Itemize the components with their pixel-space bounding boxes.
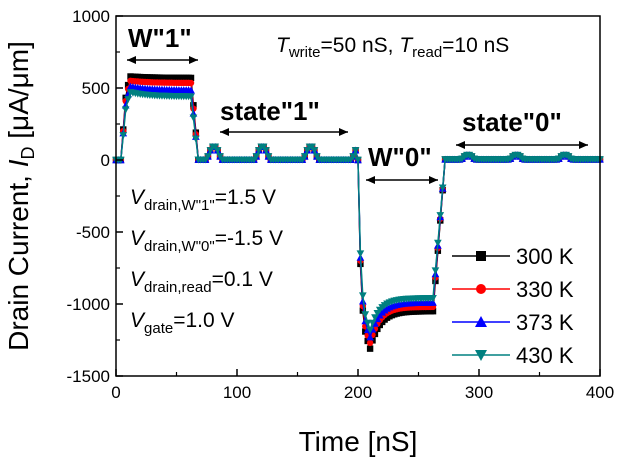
data-point (356, 250, 365, 258)
legend-marker (475, 316, 487, 327)
x-tick-label: 100 (223, 383, 251, 402)
arrow-write0 (366, 176, 438, 184)
y-axis-title-sub: D (18, 146, 38, 159)
timing-t2-sub: read (412, 44, 442, 61)
data-point (121, 106, 130, 114)
data-point (431, 267, 440, 275)
data-point (192, 135, 200, 143)
annotation-state1: state"1" (220, 96, 320, 126)
y-axis-title-main: Drain Current, (3, 167, 34, 351)
y-tick-label: 500 (82, 79, 110, 98)
legend-marker (476, 251, 486, 261)
timing-t2-val: =10 nS (442, 34, 509, 57)
timing-t1-val: =50 nS, (321, 34, 400, 57)
data-point (204, 153, 212, 161)
data-point (252, 153, 261, 161)
series-430-k (112, 89, 604, 334)
legend-label: 373 K (516, 310, 574, 335)
condition-line: Vdrain,W"1"=1.5 V (130, 186, 276, 214)
condition-line: Vgate=1.0 V (130, 309, 235, 337)
data-point (366, 333, 374, 341)
annotation-state0: state"0" (462, 107, 562, 137)
data-point (124, 96, 132, 104)
arrow-write1 (127, 56, 198, 64)
x-axis-title: Time [nS] (299, 426, 418, 457)
data-point (369, 337, 376, 344)
legend-item: 330 K (452, 277, 574, 302)
data-point (300, 153, 309, 161)
x-tick-label: 400 (586, 383, 614, 402)
data-point (368, 319, 377, 327)
data-point (189, 114, 198, 122)
condition-line: Vdrain,W"0"=-1.5 V (130, 227, 283, 255)
x-tick-label: 300 (465, 383, 493, 402)
data-point (366, 345, 374, 352)
arrow-state0 (456, 141, 588, 149)
legend-item: 430 K (452, 343, 574, 368)
y-axis-title-unit: [μA/μm] (3, 41, 34, 146)
legend: 300 K 330 K 373 K 430 K (452, 244, 574, 368)
timing-t1-sub: write (288, 44, 321, 61)
data-point (213, 147, 222, 155)
x-tick-label: 0 (111, 383, 120, 402)
data-point (259, 143, 268, 151)
legend-label: 430 K (516, 343, 574, 368)
y-tick-label: -1500 (67, 367, 110, 386)
y-tick-label: 0 (101, 151, 110, 170)
data-point (434, 239, 442, 247)
data-point (354, 156, 362, 164)
data-point (351, 147, 360, 155)
data-point (187, 93, 195, 101)
data-point (438, 184, 447, 192)
annotation-timing: Twrite=50 nS, Tread=10 nS (276, 34, 509, 61)
timing-t2: T (399, 34, 414, 57)
data-point (359, 292, 367, 300)
annotation-write1: W"1" (128, 23, 192, 53)
data-point (429, 298, 437, 306)
data-point (211, 143, 220, 151)
data-point (187, 79, 195, 87)
data-point (429, 308, 437, 315)
legend-marker (476, 284, 486, 294)
data-point (187, 74, 195, 82)
legend-marker (475, 350, 487, 361)
arrow-state1 (220, 128, 348, 136)
data-point (187, 86, 195, 94)
data-point (308, 143, 316, 151)
y-tick-label: 1000 (72, 7, 110, 26)
legend-label: 300 K (516, 244, 574, 269)
series-layer (112, 73, 604, 352)
data-point (119, 132, 128, 140)
condition-line: Vdrain,read=0.1 V (130, 268, 273, 296)
data-point (366, 339, 374, 347)
data-point (429, 295, 437, 303)
y-axis-title: Drain Current, ID [μA/μm] (3, 41, 38, 351)
data-point (363, 319, 372, 327)
y-axis-title-var: I (3, 159, 34, 167)
annotation-write0: W"0" (368, 142, 432, 172)
ticks-layer: 0 100 200 300 400 -1500 -1000 -500 0 500 1000 (67, 7, 615, 402)
data-point (349, 153, 357, 161)
data-point (262, 147, 270, 155)
legend-item: 373 K (452, 310, 574, 335)
legend-label: 330 K (516, 277, 574, 302)
timing-t1: T (276, 34, 291, 57)
x-tick-label: 200 (344, 383, 372, 402)
y-tick-label: -1000 (67, 295, 110, 314)
conditions-block: Vdrain,W"1"=1.5 V Vdrain,W"0"=-1.5 V Vdrai… (130, 186, 283, 337)
data-point (310, 147, 319, 155)
data-point (361, 311, 370, 319)
data-point (366, 326, 374, 334)
data-point (124, 81, 132, 89)
legend-item: 300 K (452, 244, 574, 269)
data-point (436, 212, 445, 220)
y-tick-label: -500 (76, 223, 110, 242)
